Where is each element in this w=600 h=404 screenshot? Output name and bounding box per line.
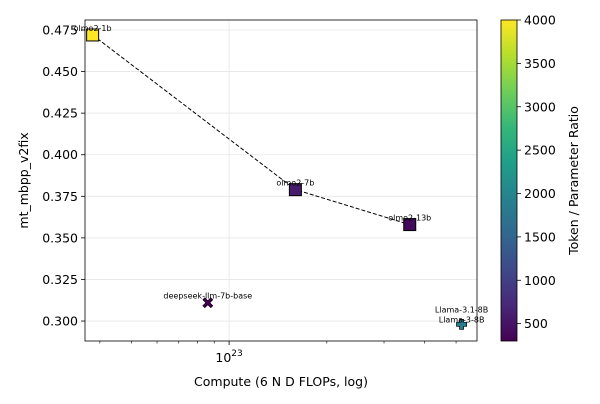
point-labels: olmo2-1b olmo2-7b olmo2-13b deepseek-llm-7b… — [74, 24, 489, 324]
colorbar-tick-label: 1500 — [524, 229, 556, 244]
x-axis-label: Compute (6 N D FLOPs, log) — [194, 374, 368, 389]
colorbar-tick-label: 500 — [524, 316, 548, 331]
plot-background — [85, 20, 477, 341]
y-tick-label: 0.325 — [42, 272, 78, 287]
point-label: Llama-3-8B — [439, 315, 485, 324]
colorbar — [500, 19, 518, 342]
point-label: deepseek-llm-7b-base — [163, 292, 252, 301]
y-tick-label: 0.350 — [42, 230, 78, 245]
point-label: olmo2-13b — [388, 214, 431, 223]
y-tick-label: 0.450 — [42, 64, 78, 79]
point-square — [86, 28, 100, 42]
colorbar-ticks: 500 1000 1500 2000 2500 3000 3500 4000 — [517, 13, 556, 331]
colorbar-tick-label: 3000 — [524, 99, 556, 114]
point-label: Llama-3.1-8B — [435, 305, 488, 314]
colorbar-tick-label: 2000 — [524, 186, 556, 201]
colorbar-tick-label: 1000 — [524, 273, 556, 288]
point-x — [202, 297, 214, 309]
x-tick-label: 1023 — [215, 349, 242, 365]
colorbar-tick-label: 2500 — [524, 143, 556, 158]
y-tick-label: 0.475 — [42, 22, 78, 37]
point-label: olmo2-1b — [74, 24, 112, 33]
point-square — [288, 183, 302, 197]
y-tick-label: 0.375 — [42, 189, 78, 204]
grid — [85, 20, 477, 341]
data-points — [86, 28, 467, 330]
colorbar-tick-label: 3500 — [524, 56, 556, 71]
point-plus — [456, 319, 467, 330]
point-square — [403, 218, 417, 232]
y-tick-label: 0.400 — [42, 147, 78, 162]
point-label: olmo2-7b — [276, 179, 314, 188]
colorbar-tick-label: 4000 — [524, 13, 556, 28]
plot-frame — [84, 19, 478, 342]
y-tick-label: 0.300 — [42, 314, 78, 329]
y-tick-label: 0.425 — [42, 106, 78, 121]
x-axis: 1023 — [99, 341, 457, 365]
y-axis: 0.300 0.325 0.350 0.375 0.400 0.425 0.450 0.475 — [42, 22, 85, 329]
y-axis-label: mt_mbpp_v2fix — [16, 132, 31, 228]
colorbar-label: Token / Parameter Ratio — [566, 106, 581, 256]
